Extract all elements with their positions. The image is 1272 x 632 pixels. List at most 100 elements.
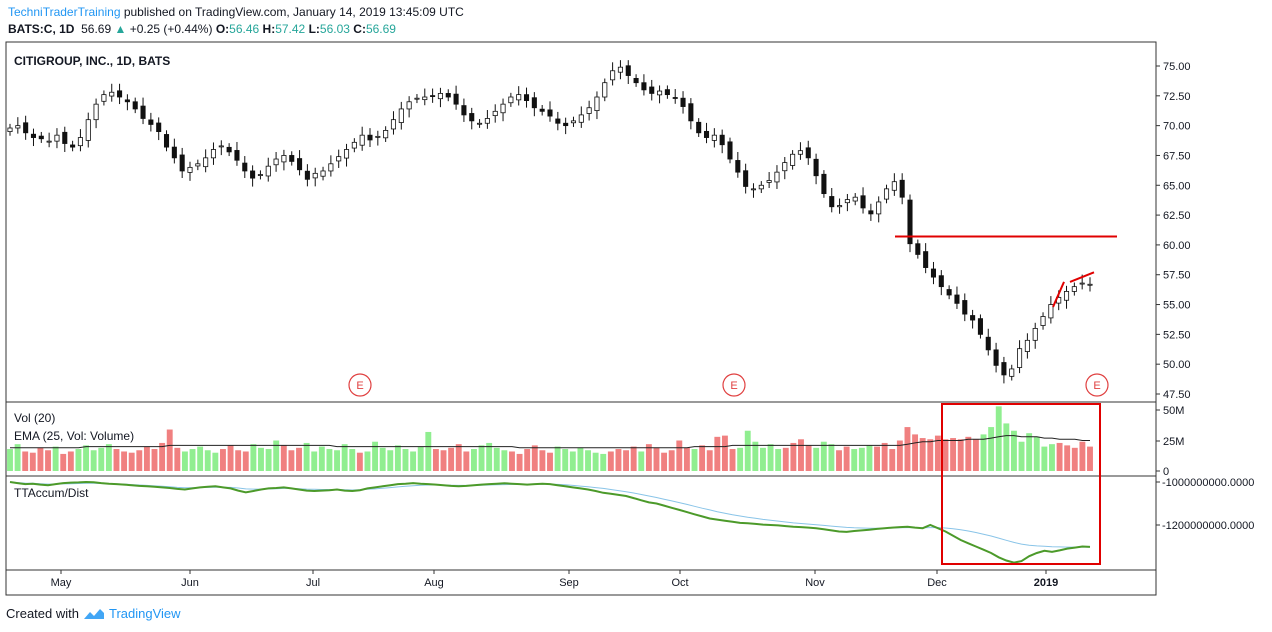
volume-bar: [143, 446, 150, 471]
volume-tick-label: 25M: [1163, 436, 1184, 448]
candle: [1079, 282, 1085, 285]
volume-bar: [197, 446, 204, 471]
volume-bar: [661, 452, 668, 471]
volume-bar: [904, 427, 911, 471]
volume-bar: [181, 451, 188, 471]
candle: [469, 113, 475, 122]
candle: [829, 196, 835, 208]
candle: [336, 156, 342, 162]
accum-tick-label: -1200000000.0000: [1162, 520, 1254, 532]
volume-bar: [858, 447, 865, 471]
trend-line-1[interactable]: [1052, 281, 1065, 308]
time-tick-label: Jul: [306, 577, 320, 589]
volume-bar: [950, 438, 957, 471]
candle: [649, 86, 655, 94]
candle: [1063, 291, 1070, 301]
candle: [445, 93, 451, 98]
volume-bar: [1010, 430, 1017, 471]
volume-bar: [623, 450, 630, 471]
volume-bar: [501, 450, 508, 471]
candle: [234, 150, 240, 161]
candle: [304, 170, 310, 180]
volume-bar: [927, 439, 934, 471]
candle: [727, 141, 733, 160]
candle: [265, 165, 271, 177]
volume-bar: [379, 447, 386, 471]
time-tick-label: Oct: [671, 577, 688, 589]
volume-bar: [364, 451, 371, 471]
candle: [195, 163, 201, 167]
volume-bar: [67, 451, 74, 471]
candle: [813, 158, 819, 177]
candle: [101, 94, 107, 102]
candle: [531, 97, 537, 109]
volume-bar: [14, 444, 21, 471]
volume-bar: [440, 450, 447, 471]
svg-text:E: E: [356, 380, 363, 392]
volume-bar: [45, 450, 51, 471]
volume-bar: [425, 431, 432, 471]
volume-bar: [775, 449, 782, 471]
volume-bar: [273, 440, 280, 471]
volume-bar: [105, 444, 112, 471]
volume-bar: [729, 449, 736, 471]
volume-bar: [113, 449, 120, 471]
volume-bar: [828, 444, 835, 471]
candle: [977, 318, 983, 335]
candle: [664, 89, 670, 96]
volume-bar: [159, 442, 166, 471]
candle: [390, 119, 397, 130]
candle: [915, 243, 921, 255]
candle: [1001, 362, 1007, 376]
volume-bar: [798, 439, 804, 471]
candle: [7, 127, 13, 133]
volume-bar: [721, 435, 728, 471]
volume-bar: [1033, 436, 1040, 471]
candle: [743, 170, 749, 187]
candle: [891, 181, 897, 191]
trend-line-2[interactable]: [1069, 271, 1095, 283]
open-value: 56.46: [229, 22, 260, 36]
candle: [610, 70, 616, 81]
volume-bar: [554, 446, 561, 471]
volume-bar: [645, 444, 652, 471]
candle: [70, 144, 76, 148]
volume-bar: [760, 447, 766, 471]
candle: [852, 196, 858, 202]
candle: [320, 170, 326, 177]
earnings-marker[interactable]: E: [348, 373, 372, 397]
candle: [179, 154, 185, 172]
volume-ema-line: [10, 435, 1090, 449]
candle: [500, 103, 506, 114]
candle: [970, 315, 976, 321]
candle: [218, 145, 224, 148]
time-tick-label: Aug: [424, 577, 444, 589]
price-axis: 75.00 72.50 70.00 67.50 65.00 62.50 60.00 57.50…: [1156, 61, 1191, 401]
price-tick-label: 57.50: [1163, 270, 1191, 282]
tradingview-link[interactable]: TradingView: [108, 606, 181, 621]
volume-bar: [562, 449, 569, 471]
volume-bar: [258, 447, 264, 471]
highlight-box[interactable]: [941, 403, 1101, 565]
volume-bar: [668, 450, 675, 471]
volume-bar: [881, 442, 888, 471]
volume-bar: [470, 449, 477, 471]
volume-bar: [592, 452, 599, 471]
volume-bar: [356, 452, 363, 471]
earnings-marker[interactable]: E: [1085, 373, 1109, 397]
candle: [711, 134, 717, 141]
volume-bar: [280, 445, 287, 471]
candle: [367, 134, 373, 141]
volume-bar: [227, 445, 234, 471]
volume-tick-label: 0: [1163, 466, 1169, 478]
earnings-marker[interactable]: E: [722, 373, 746, 397]
author-link[interactable]: TechniTraderTraining: [8, 5, 121, 19]
volume-bar: [600, 453, 607, 471]
volume-bar: [547, 452, 553, 471]
volume-bar: [318, 446, 325, 471]
candle: [375, 135, 381, 138]
candle: [586, 107, 592, 114]
candle: [422, 96, 428, 101]
candle: [406, 101, 412, 110]
